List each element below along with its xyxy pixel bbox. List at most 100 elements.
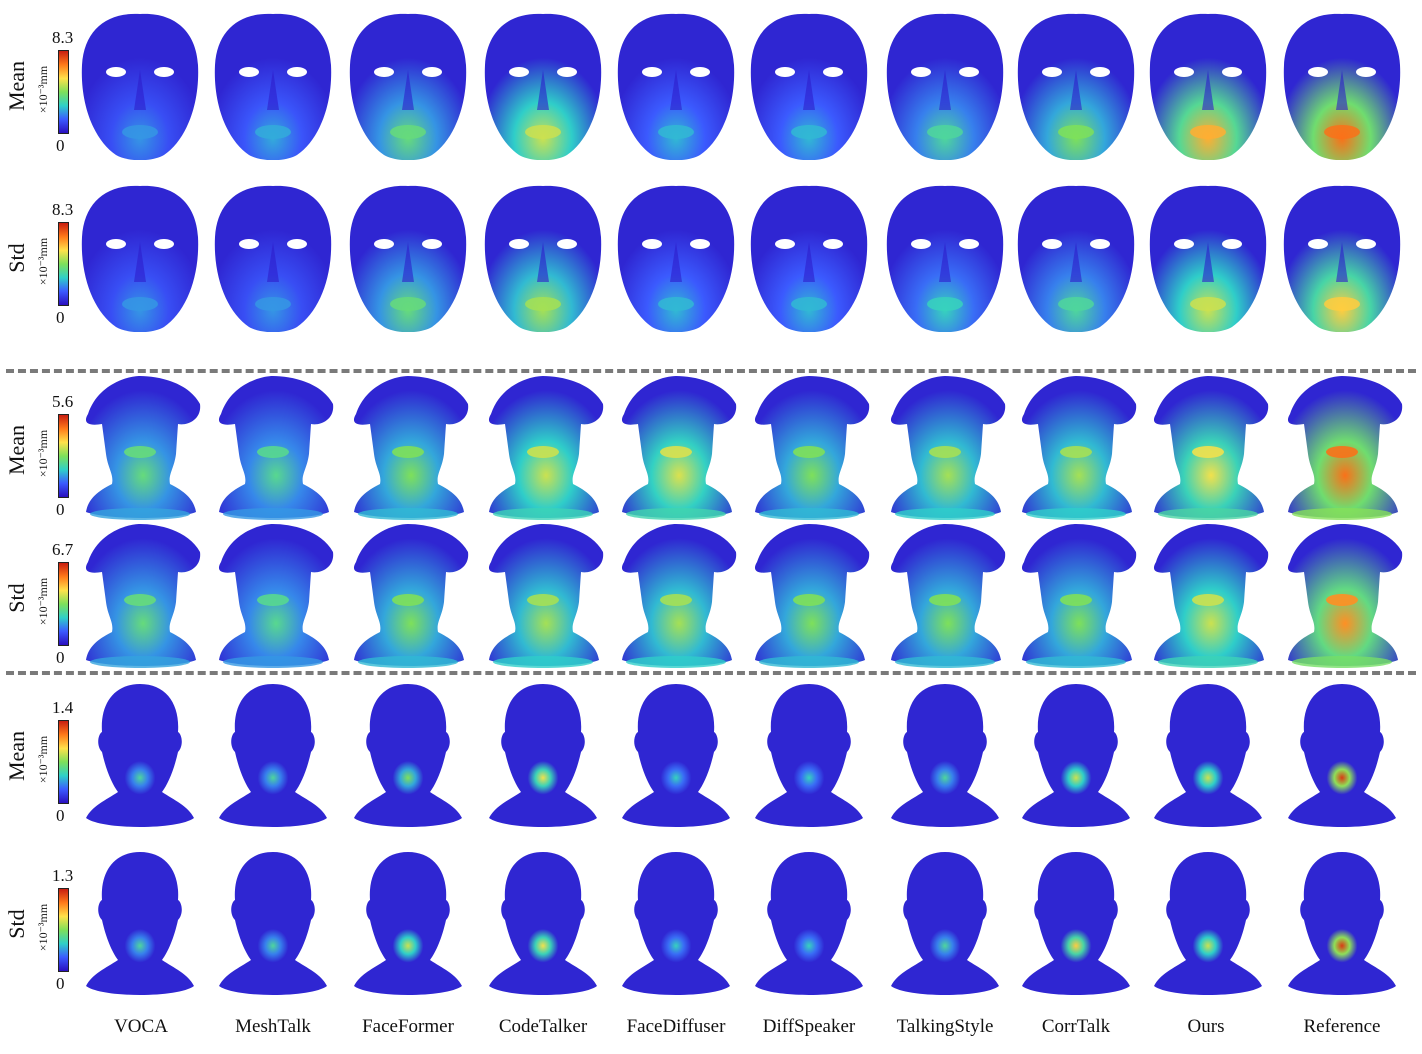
heatmap-render [1280,10,1404,160]
heatmap-render [481,374,605,524]
row-label: Std [4,909,29,939]
colorbar-unit: ×10⁻³mm [36,577,51,626]
col-label-faceformer: FaceFormer [362,1016,454,1037]
heatmap-render [883,522,1007,672]
colorbar [58,222,69,306]
heatmap-render [1014,848,1138,998]
heatmap-render [1280,522,1404,672]
row-label: Std [4,583,29,613]
colorbar-max: 1.4 [52,698,74,717]
heatmap-render [614,522,738,672]
heatmap-render [481,182,605,332]
heatmap-render [883,10,1007,160]
colorbar-unit: ×10⁻³mm [36,735,51,784]
heatmap-render [1146,680,1270,830]
heatmap-render [346,182,470,332]
col-label-ours: Ours [1187,1016,1225,1037]
row-mean-0: Mean 8.3 ×10⁻³mm 0 [0,10,1422,160]
colorbar-unit: ×10⁻³mm [36,65,51,114]
colorbar-min: 0 [56,500,65,519]
heatmap-render [1014,10,1138,160]
row-label: Mean [4,424,29,476]
heatmap-render [883,680,1007,830]
heatmap-render [78,374,202,524]
col-label-corrtalk: CorrTalk [1041,1016,1111,1037]
colorbar-min: 0 [56,648,65,667]
heatmap-render [614,374,738,524]
heatmap-render [883,848,1007,998]
col-label-reference: Reference [1303,1016,1381,1037]
heatmap-render [883,182,1007,332]
heatmap-render [1146,10,1270,160]
heatmap-render [1146,848,1270,998]
row-mean-2: Mean 1.4 ×10⁻³mm 0 [0,680,1422,830]
row-label: Mean [4,60,29,112]
heatmap-render [614,680,738,830]
heatmap-render [1280,182,1404,332]
column-labels: VOCA MeshTalk FaceFormer CodeTalker Face… [0,1016,1422,1046]
colorbar-max: 6.7 [52,540,74,559]
colorbar-unit: ×10⁻³mm [36,429,51,478]
heatmap-render [883,374,1007,524]
heatmap-render [346,680,470,830]
heatmap-render [346,848,470,998]
colorbar-min: 0 [56,974,65,993]
heatmap-render [481,10,605,160]
heatmap-render [346,374,470,524]
col-label-facediffuser: FaceDiffuser [626,1016,726,1037]
heatmap-render [1014,374,1138,524]
row-std-0: Std 8.3 ×10⁻³mm 0 [0,182,1422,332]
col-label-codetalker: CodeTalker [498,1016,588,1037]
colorbar [58,720,69,804]
heatmap-render [481,848,605,998]
heatmap-render [1146,182,1270,332]
heatmap-render [78,522,202,672]
heatmap-render [78,10,202,160]
heatmap-render [481,522,605,672]
colorbar-unit: ×10⁻³mm [36,237,51,286]
heatmap-render [747,522,871,672]
heatmap-render [1146,522,1270,672]
heatmap-render [211,848,335,998]
heatmap-render [481,680,605,830]
heatmap-render [747,182,871,332]
heatmap-render [1014,522,1138,672]
heatmap-render [78,680,202,830]
heatmap-render [211,680,335,830]
row-label: Mean [4,730,29,782]
heatmap-render [211,522,335,672]
section-divider [6,671,1416,675]
row-std-1: Std 6.7 ×10⁻³mm 0 [0,522,1422,672]
heatmap-render [78,848,202,998]
colorbar-max: 8.3 [52,200,74,219]
colorbar-max: 5.6 [52,392,74,411]
heatmap-render [1146,374,1270,524]
heatmap-render [1280,680,1404,830]
colorbar-min: 0 [56,136,65,155]
col-label-meshtalk: MeshTalk [235,1016,311,1037]
colorbar-unit: ×10⁻³mm [36,903,51,952]
section-divider [6,369,1416,373]
heatmap-render [747,374,871,524]
colorbar [58,50,69,134]
heatmap-render [1280,374,1404,524]
row-mean-1: Mean 5.6 ×10⁻³mm 0 [0,374,1422,524]
colorbar [58,414,69,498]
colorbar-max: 8.3 [52,28,74,47]
row-label: Std [4,243,29,273]
row-std-2: Std 1.3 ×10⁻³mm 0 [0,848,1422,998]
colorbar-max: 1.3 [52,866,74,885]
heatmap-render [747,10,871,160]
heatmap-render [346,10,470,160]
heatmap-render [614,848,738,998]
heatmap-render [211,374,335,524]
heatmap-render [1280,848,1404,998]
col-label-voca: VOCA [114,1016,168,1037]
heatmap-render [614,10,738,160]
heatmap-render [211,10,335,160]
colorbar-min: 0 [56,806,65,825]
colorbar [58,562,69,646]
heatmap-render [78,182,202,332]
heatmap-render [346,522,470,672]
col-label-diffspeaker: DiffSpeaker [762,1016,856,1037]
